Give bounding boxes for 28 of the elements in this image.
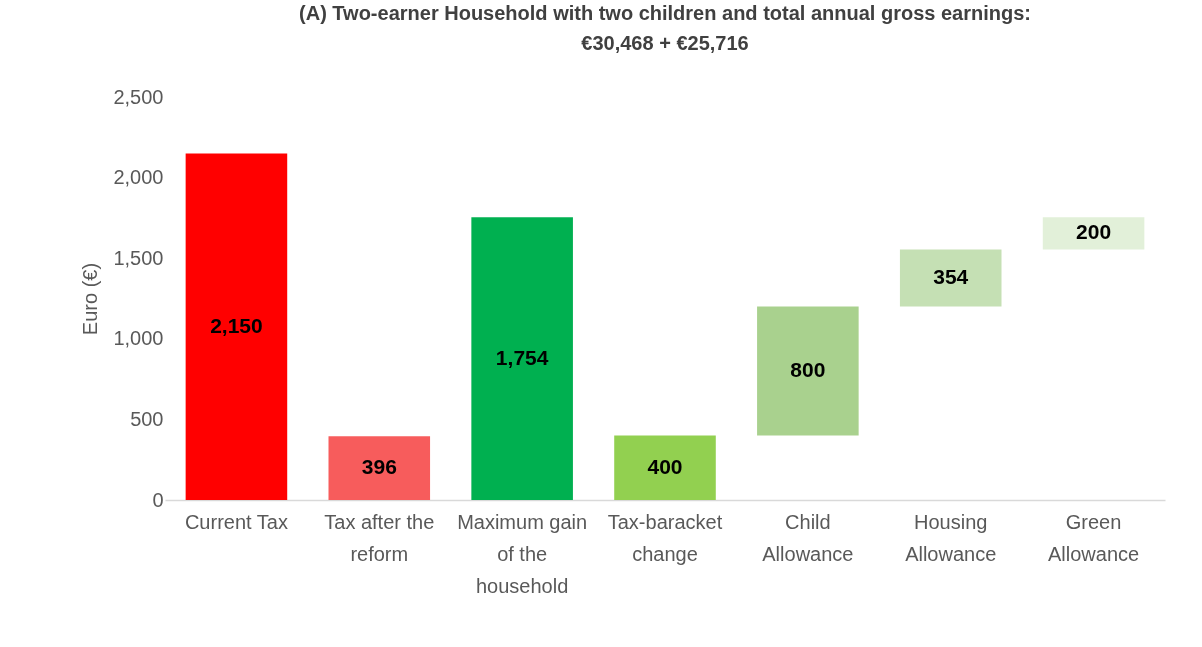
y-tick-label: 1,000	[113, 327, 164, 350]
bar	[471, 217, 573, 500]
y-tick-label: 2,000	[113, 166, 164, 189]
x-tick-label: Green Allowance	[1047, 510, 1140, 565]
bar	[614, 435, 716, 500]
data-label: 800	[790, 358, 826, 382]
data-label: 396	[361, 455, 397, 479]
data-label: 400	[647, 454, 683, 478]
chart-title: (A) Two-earner Household with two children and total annual gross earnings: €30,468 + €25,716	[299, 2, 1031, 54]
bar	[757, 306, 859, 436]
x-tick-label: Maximum gain of the household	[457, 510, 588, 597]
data-label: 354	[933, 265, 969, 289]
y-tick-label: 500	[130, 407, 164, 430]
x-tick-label: Current Tax	[184, 510, 288, 533]
y-tick-label: 1,500	[113, 246, 164, 269]
data-label: 1,754	[495, 345, 549, 369]
x-tick-label: Housing Allowance	[905, 510, 997, 565]
x-tick-label: Child Allowance	[762, 510, 854, 565]
y-tick-label: 0	[152, 488, 164, 511]
x-tick-label: Tax after the reform	[324, 510, 435, 565]
y-tick-label: 2,500	[113, 85, 164, 108]
data-label: 200	[1076, 220, 1112, 244]
bar	[899, 249, 1002, 307]
bar	[328, 436, 431, 500]
data-label: 2,150	[210, 313, 263, 337]
bar	[185, 153, 288, 500]
y-axis-title: Euro (€)	[79, 262, 102, 336]
x-tick-label: Tax-baracket change	[607, 510, 723, 565]
